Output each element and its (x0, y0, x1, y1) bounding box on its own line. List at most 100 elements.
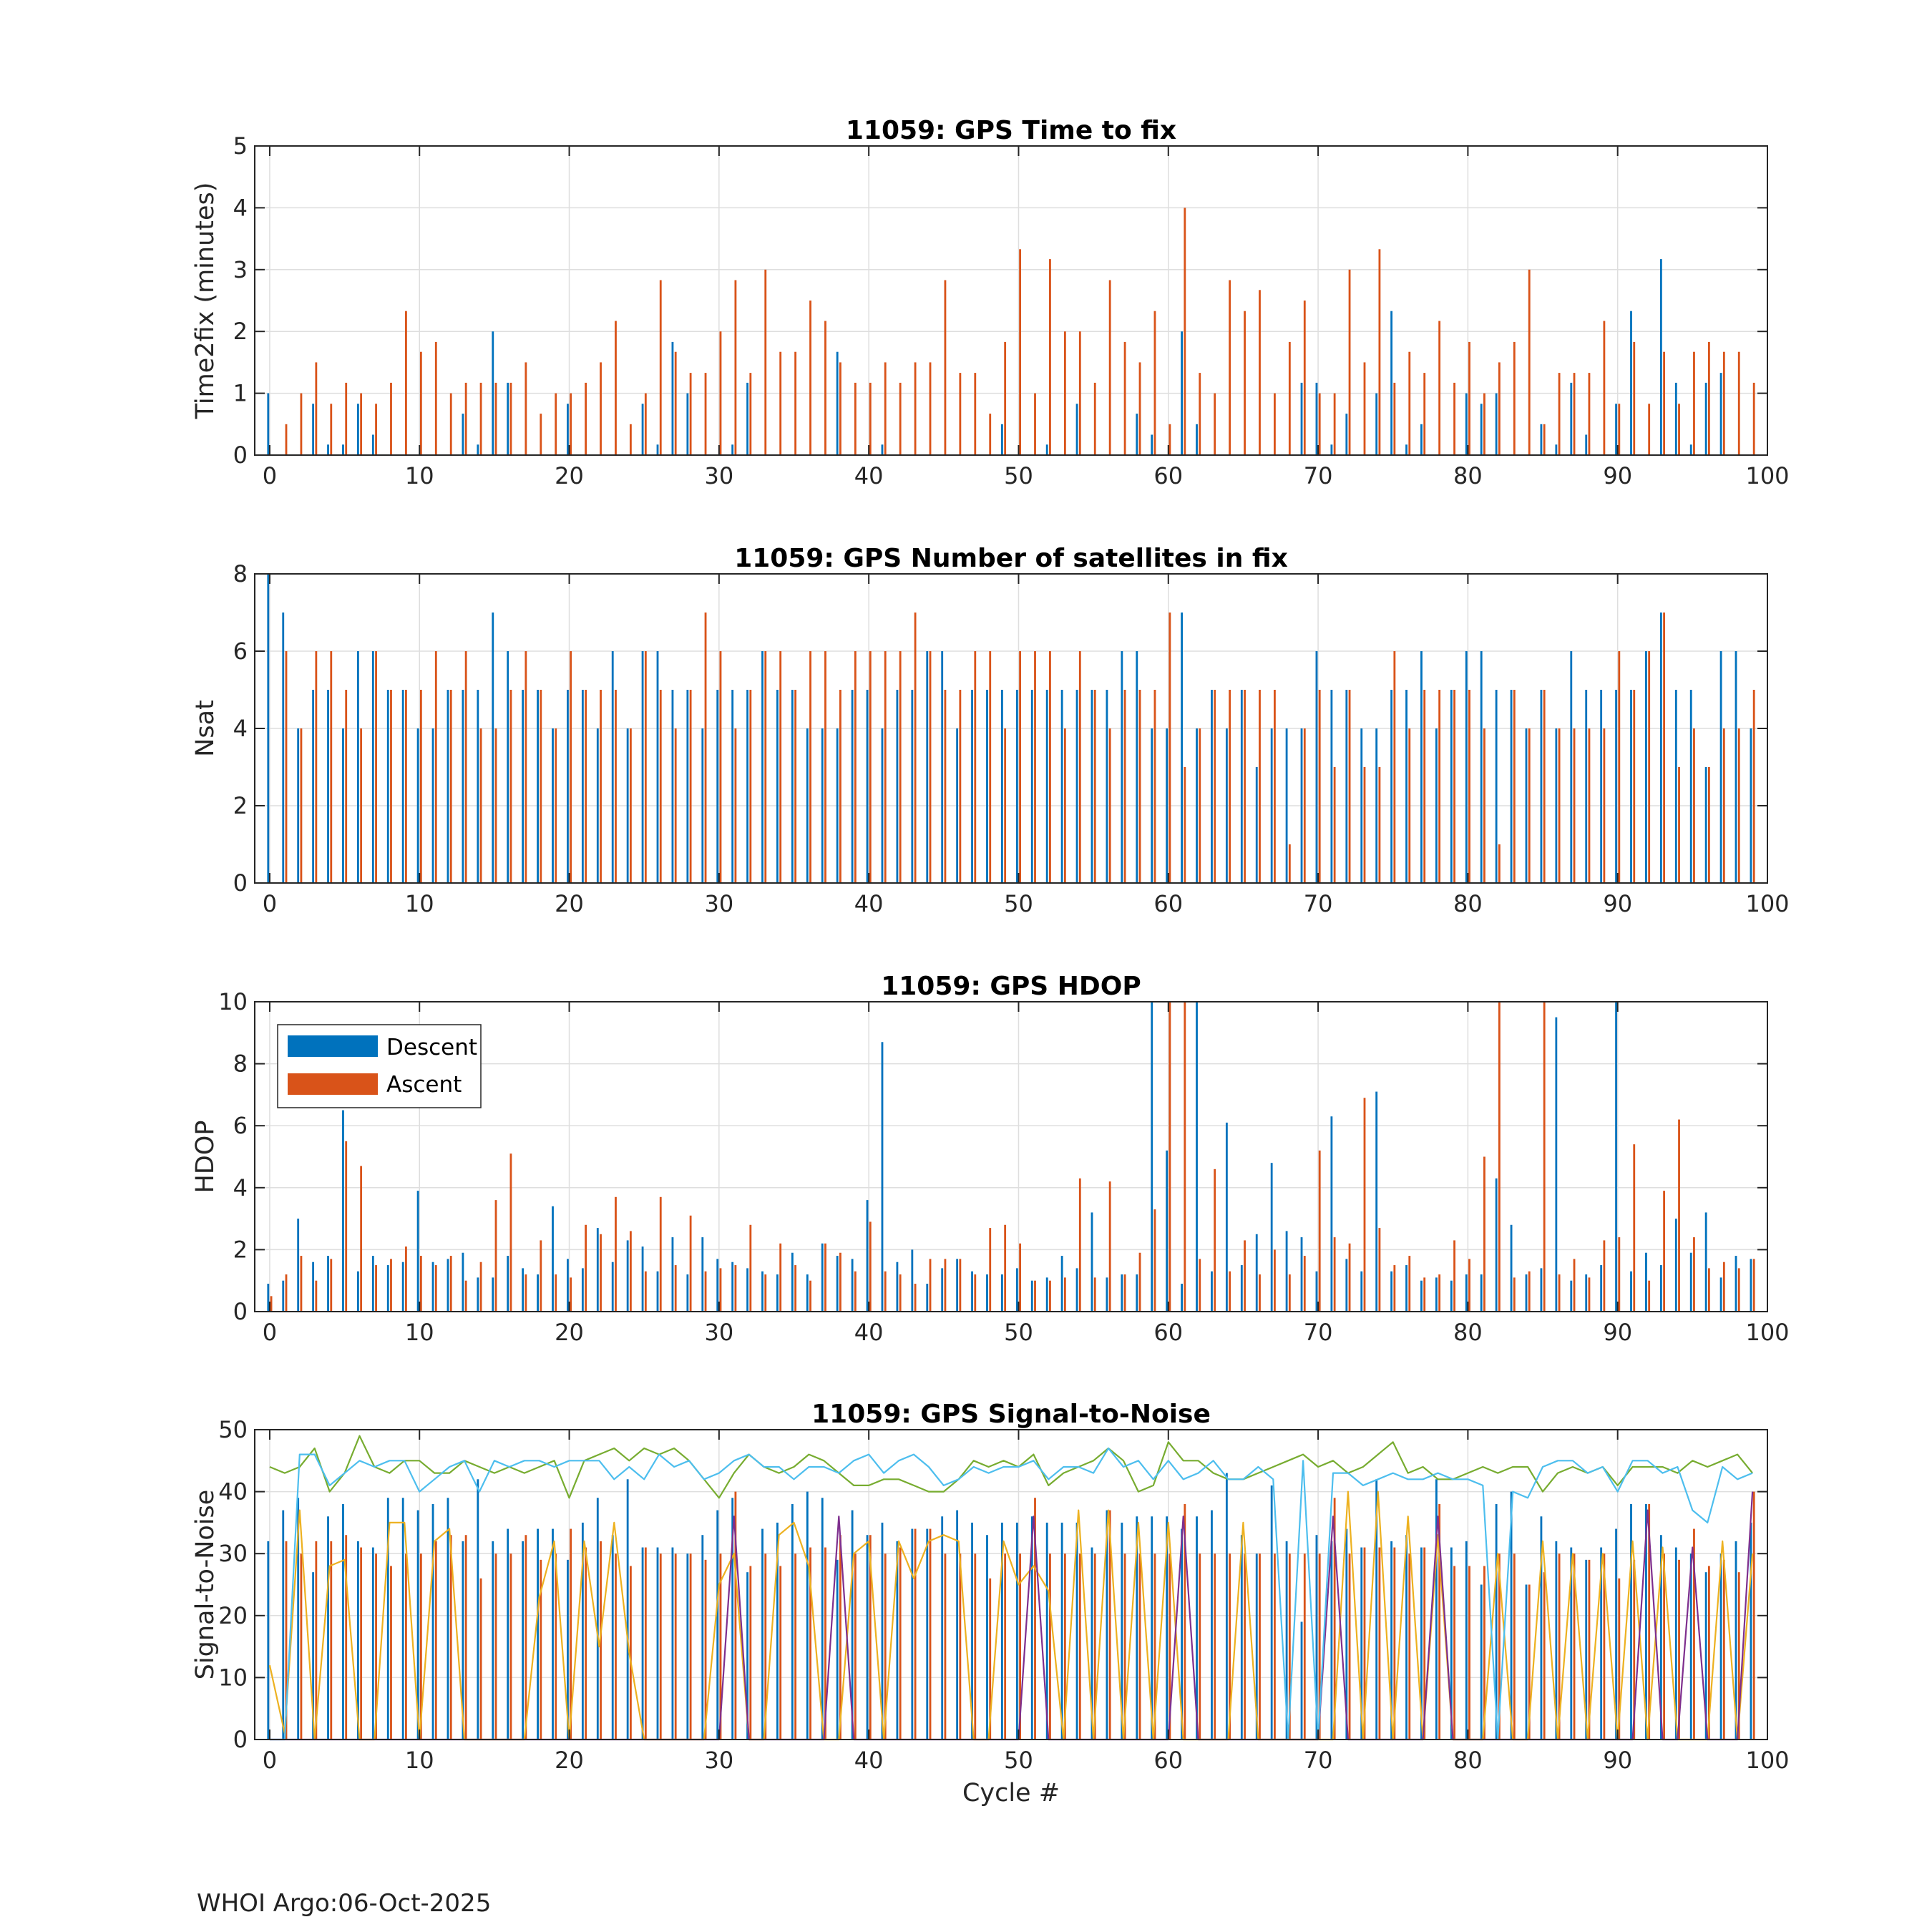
plot2-bar-ascent-8 (390, 690, 392, 883)
plot2-xtick-label: 100 (1745, 890, 1789, 917)
plot4-bar-ascent-43 (914, 1528, 917, 1740)
plot3-bar-ascent-24 (629, 1231, 632, 1312)
plot3-bar-ascent-37 (824, 1243, 826, 1312)
plot4-line-snr6 (269, 1447, 1753, 1741)
plot2-bar-descent-47 (971, 690, 973, 883)
plot2-bar-ascent-24 (629, 728, 632, 883)
plot1-bar-ascent-28 (689, 373, 692, 455)
plot1-bar-ascent-81 (1483, 393, 1485, 455)
plot3-bar-ascent-30 (719, 1268, 722, 1312)
plot3-bar-descent-71 (1330, 1116, 1333, 1312)
plot3-bar-descent-15 (492, 1277, 494, 1312)
plot4-bar-ascent-92 (1648, 1503, 1651, 1740)
plot4-ytick-label: 50 (218, 1416, 248, 1443)
plot2-bar-descent-49 (1001, 690, 1003, 883)
plot4-ylabel: Signal-to-Noise (191, 1490, 220, 1680)
plot3-bar-descent-86 (1555, 1017, 1558, 1312)
plot2-bar-descent-81 (1480, 651, 1483, 883)
plot4-bar-descent-88 (1585, 1559, 1588, 1740)
plot3-bar-ascent-14 (479, 1262, 482, 1312)
plot1-bar-ascent-52 (1049, 259, 1051, 455)
plot2-bar-descent-21 (581, 690, 584, 883)
plot4-bar-descent-3 (312, 1572, 315, 1740)
plot2-bar-ascent-97 (1722, 728, 1725, 883)
plot2-bar-ascent-64 (1229, 690, 1231, 883)
plot2-bar-descent-63 (1211, 690, 1213, 883)
plot1-bar-ascent-77 (1423, 373, 1426, 455)
plot2-xtick-label: 90 (1603, 890, 1632, 917)
plot2-bar-descent-58 (1136, 651, 1138, 883)
plot2-bar-descent-22 (596, 728, 599, 883)
plot3-bar-ascent-12 (449, 1256, 452, 1312)
plot1-bar-ascent-60 (1169, 424, 1171, 455)
plot3-bar-descent-72 (1345, 1259, 1348, 1312)
plot1-bar-descent-27 (671, 341, 674, 455)
plot3-title: 11059: GPS HDOP (881, 972, 1141, 1001)
plot2-bar-ascent-31 (734, 728, 737, 883)
plot2-bar-descent-48 (986, 690, 988, 883)
plot3-bar-ascent-7 (375, 1265, 377, 1312)
plot1-xtick-label: 10 (405, 462, 434, 489)
plot1-bar-ascent-84 (1528, 269, 1531, 455)
plot4-bar-descent-49 (1001, 1522, 1003, 1740)
plot2-bar-ascent-67 (1273, 690, 1276, 883)
plot2-bar-descent-26 (656, 651, 659, 883)
plot2-bar-ascent-41 (884, 651, 887, 883)
plot4-bar-ascent-38 (839, 1535, 841, 1740)
plot1-bar-ascent-13 (464, 382, 467, 455)
plot2-bar-ascent-45 (944, 690, 947, 883)
plot3-bar-descent-89 (1600, 1265, 1603, 1312)
plot4-bar-descent-66 (1255, 1553, 1258, 1740)
plot2-bar-ascent-71 (1333, 767, 1336, 883)
plot3-bar-descent-5 (342, 1110, 344, 1312)
plot2-bar-descent-52 (1045, 690, 1048, 883)
plot1-bar-ascent-74 (1378, 249, 1381, 455)
plot4-bar-descent-95 (1689, 1553, 1692, 1740)
plot1-bar-ascent-64 (1229, 280, 1231, 455)
plot1-bar-descent-3 (312, 404, 315, 455)
plot3-bar-descent-69 (1300, 1237, 1303, 1312)
plot3-bar-descent-11 (431, 1262, 434, 1312)
plot1-bar-ascent-14 (479, 382, 482, 455)
plot2-bar-descent-82 (1495, 690, 1498, 883)
plot4-bar-descent-84 (1525, 1584, 1528, 1740)
plot4-bar-descent-54 (1075, 1522, 1078, 1740)
plot4-bar-ascent-83 (1513, 1553, 1516, 1740)
plot3-bar-ascent-98 (1737, 1268, 1740, 1312)
plot4-bar-ascent-64 (1229, 1553, 1231, 1740)
plot2-bar-ascent-48 (989, 651, 992, 883)
plot2-bar-ascent-23 (615, 690, 617, 883)
plot1-bar-ascent-29 (704, 373, 707, 455)
plot1-bar-ascent-70 (1318, 393, 1321, 455)
plot2-bar-ascent-94 (1678, 767, 1680, 883)
plot4-bar-ascent-95 (1693, 1528, 1695, 1740)
plot3-bar-descent-9 (401, 1262, 404, 1312)
plot1-xtick-label: 30 (704, 462, 733, 489)
plot3-bar-ascent-9 (405, 1246, 407, 1312)
plot3-xtick-label: 0 (263, 1319, 277, 1346)
plot1-bar-descent-88 (1585, 434, 1588, 455)
plot2-bar-descent-70 (1315, 651, 1318, 883)
plot3-bar-descent-29 (701, 1237, 704, 1312)
plot1-bar-descent-0 (267, 393, 270, 455)
plot3-bar-ascent-53 (1063, 1277, 1066, 1312)
plot1-bar-ascent-97 (1722, 351, 1725, 455)
plot2-bar-descent-35 (791, 690, 794, 883)
plot3-bar-ascent-55 (1093, 1277, 1096, 1312)
plot1-bar-ascent-15 (494, 382, 497, 455)
plot3-bar-ascent-42 (899, 1274, 902, 1312)
plot2-bar-descent-72 (1345, 690, 1348, 883)
plot1-bar-ascent-34 (779, 351, 782, 455)
plot2-bar-ascent-44 (929, 651, 932, 883)
plot1-bar-ascent-27 (674, 351, 677, 455)
plot2-bar-ascent-38 (839, 690, 841, 883)
plot4-bar-ascent-99 (1752, 1491, 1755, 1740)
plot4-ytick-label: 30 (218, 1540, 248, 1567)
plot2-bar-ascent-43 (914, 613, 917, 883)
plot4-bar-descent-85 (1540, 1516, 1543, 1740)
plot2-xtick-label: 80 (1453, 890, 1483, 917)
plot3-bar-ascent-43 (914, 1284, 917, 1312)
plot2-bar-descent-88 (1585, 690, 1588, 883)
plot2-bar-descent-92 (1645, 651, 1647, 883)
plot3-bar-ascent-19 (555, 1274, 557, 1312)
